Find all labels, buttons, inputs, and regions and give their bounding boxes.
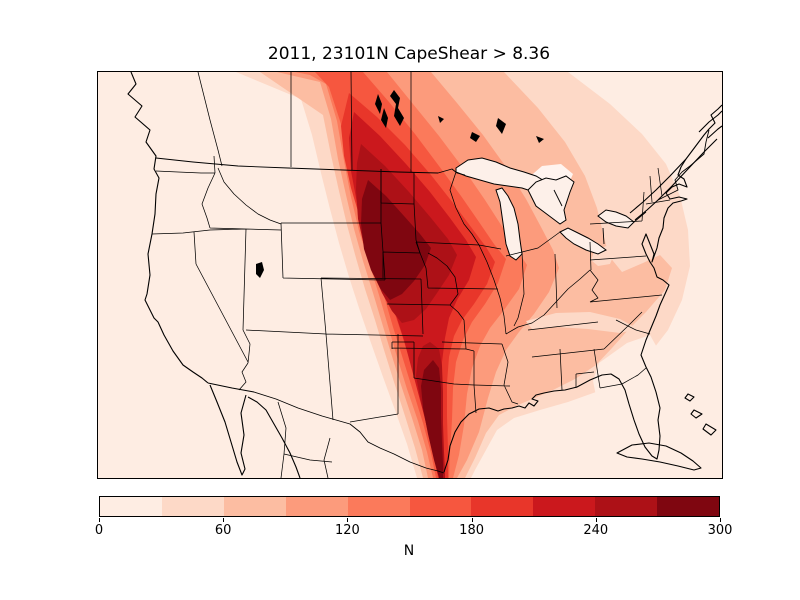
colorbar-segment-150-180 — [409, 497, 472, 516]
us-state-borders-midwest — [416, 172, 591, 404]
lake-erie — [560, 228, 606, 254]
colorbar-tick-label: 240 — [583, 523, 609, 538]
colorbar-tick-label: 60 — [214, 523, 232, 538]
mexico-gulf-of-california-coastline — [248, 397, 300, 478]
small-lake-dot-1 — [536, 136, 544, 143]
colorbar-segment-0-30 — [100, 497, 162, 516]
baja-california-coastline — [210, 385, 246, 475]
nova-scotia-coastline — [699, 111, 722, 138]
colorbar-segment-90-120 — [285, 497, 348, 516]
colorbar-tick-label: 180 — [459, 523, 485, 538]
colorbar-tick-label: 120 — [334, 523, 360, 538]
colorbar-segment-210-240 — [533, 497, 596, 516]
colorbar-tick-label: 0 — [94, 523, 104, 538]
map-plot-area — [97, 71, 723, 479]
mexican-state-borders — [278, 402, 332, 478]
lake-michigan — [496, 188, 522, 260]
colorbar-segment-60-90 — [223, 497, 286, 516]
colorbar-tick-labels: 0 60 120 180 240 300 — [95, 523, 733, 539]
colorbar-ticks — [99, 517, 721, 522]
country-borders — [156, 130, 709, 473]
lake-of-the-woods — [470, 132, 480, 142]
lake-nipigon — [496, 118, 506, 134]
colorbar-axis-label: N — [403, 543, 415, 559]
us-state-borders-east — [590, 168, 670, 334]
colorbar-tick — [720, 518, 721, 522]
plot-title: 2011, 23101N CapeShear > 8.36 — [267, 44, 551, 64]
lake-winnipegosis — [375, 94, 382, 114]
colorbar — [99, 496, 720, 517]
colorbar-tick — [595, 518, 597, 522]
us-state-borders-plains — [381, 169, 476, 413]
contour-band-270-300-texas — [421, 360, 443, 478]
canadian-lakes — [256, 90, 544, 278]
colorbar-tick-label: 300 — [707, 523, 733, 538]
colorbar-segment-180-210 — [471, 497, 534, 516]
colorbar-tick — [223, 518, 225, 522]
great-salt-lake — [256, 262, 264, 278]
colorbar-segment-30-60 — [161, 497, 224, 516]
colorbar-tick — [99, 518, 100, 522]
colorbar-segment-270-300 — [657, 497, 720, 516]
us-mexico-border — [208, 383, 444, 473]
us-state-borders-west — [152, 156, 326, 390]
small-lake-dot-2 — [438, 116, 444, 123]
colorbar-segment-240-270 — [595, 497, 658, 516]
colorbar-tick — [471, 518, 473, 522]
pale-patch-georgia — [593, 335, 659, 416]
canadian-province-borders — [198, 72, 411, 172]
us-canada-border — [156, 130, 709, 244]
lake-winnipeg — [390, 90, 404, 126]
colorbar-segment-120-150 — [347, 497, 410, 516]
state-borders — [152, 72, 670, 478]
pale-patch-tennessee — [526, 312, 638, 333]
gulf-and-atlantic-coastline — [444, 105, 722, 472]
great-lakes — [456, 158, 634, 260]
contour-map-svg — [98, 72, 722, 478]
bahamas-islands — [685, 394, 716, 435]
lake-huron — [528, 176, 574, 224]
lake-manitoba — [381, 108, 388, 128]
contour-band-270-300-plains — [361, 180, 431, 300]
colorbar-tick — [347, 518, 349, 522]
cuba-coastline — [617, 443, 701, 470]
